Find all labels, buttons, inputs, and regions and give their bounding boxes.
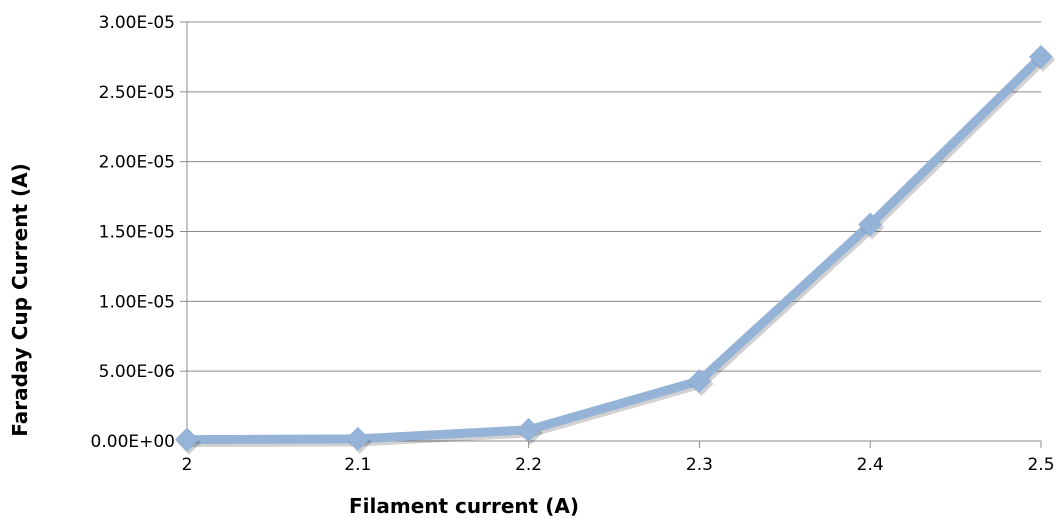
y-tick-label: 2.00E-05 — [99, 153, 175, 173]
data-series — [175, 44, 1055, 455]
x-tick-label: 2.2 — [515, 455, 542, 475]
x-axis-tick-labels: 2 2.1 2.2 2.3 2.4 2.5 — [182, 455, 1055, 475]
data-point-marker — [687, 368, 712, 393]
data-point-marker — [1029, 44, 1053, 69]
y-tick-label: 0.00E+00 — [91, 432, 175, 452]
series-line-shadow — [184, 55, 1048, 448]
y-tick-label: 2.50E-05 — [99, 83, 175, 103]
y-tick-label: 1.00E-05 — [99, 292, 175, 312]
y-tick-label: 5.00E-06 — [99, 362, 175, 382]
gridlines — [187, 21, 1041, 372]
data-point-marker — [345, 426, 370, 451]
x-tick-label: 2.3 — [686, 455, 713, 475]
data-point-marker — [175, 427, 199, 452]
x-tick-label: 2.5 — [1027, 455, 1054, 475]
x-tick-label: 2 — [182, 455, 193, 475]
data-point-marker — [516, 417, 541, 442]
y-axis-tick-labels: 0.00E+00 5.00E-06 1.00E-05 1.50E-05 2.00E-05… — [91, 13, 175, 452]
y-tick-label: 3.00E-05 — [99, 13, 175, 33]
x-tick-label: 2.1 — [344, 455, 371, 475]
axes — [180, 21, 1042, 448]
y-axis-title: Faraday Cup Current (A) — [8, 163, 32, 436]
x-axis-title: Filament current (A) — [349, 494, 579, 518]
series-line — [182, 52, 1046, 445]
x-tick-label: 2.4 — [857, 455, 884, 475]
data-point-marker — [858, 212, 883, 237]
y-tick-label: 1.50E-05 — [99, 223, 175, 243]
